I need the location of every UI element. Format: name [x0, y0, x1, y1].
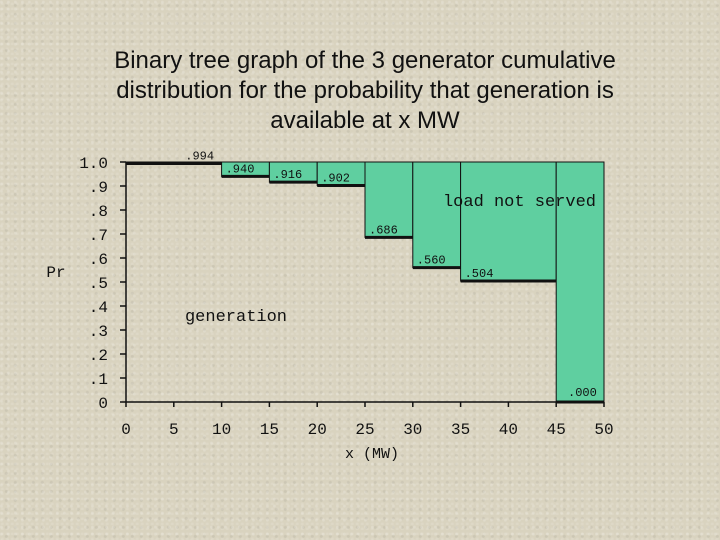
x-axis-label: x (MW) — [345, 446, 399, 463]
shortfall-bar-5 — [412, 161, 462, 269]
shortfall-bar-7 — [555, 161, 605, 403]
value-labels: .994 .940 .916 .902 .686 .560 .504 .000 — [185, 149, 597, 400]
y-axis-label: Pr — [46, 264, 65, 282]
y-tick-label: .5 — [89, 275, 108, 293]
y-tick-label: .4 — [89, 299, 108, 317]
x-tick-label: 0 — [121, 421, 131, 439]
title-line-2: distribution for the probability that ge… — [116, 77, 614, 104]
x-tick-label: 50 — [594, 421, 613, 439]
y-tick-label: .9 — [89, 179, 108, 197]
y-tick-label: 0 — [98, 395, 108, 413]
x-tick-label: 30 — [403, 421, 422, 439]
step-value-label-1: .940 — [226, 162, 255, 176]
x-tick-label: 20 — [308, 421, 327, 439]
title-line-3: available at x MW — [270, 107, 460, 134]
x-tick-label: 25 — [355, 421, 374, 439]
axes: 0 .1 .2 .3 .4 .5 .6 .7 .8 .9 1.0 0 5 10 15 20 25 30 35 40 45… — [79, 155, 613, 439]
y-tick-label: .3 — [89, 323, 108, 341]
load-not-served-label: load not served — [443, 193, 596, 212]
load-not-served-area — [125, 161, 605, 403]
y-tick-label: 1.0 — [79, 155, 108, 173]
title-line-1: Binary tree graph of the 3 generator cum… — [114, 47, 616, 74]
step-value-label-4: .686 — [369, 223, 398, 237]
step-value-label-6: .504 — [465, 267, 494, 281]
step-value-label-5: .560 — [417, 254, 446, 268]
x-tick-label: 35 — [451, 421, 470, 439]
shortfall-bar-6 — [460, 161, 557, 282]
x-tick-label: 5 — [169, 421, 179, 439]
y-tick-label: .6 — [89, 251, 108, 269]
x-tick-label: 40 — [499, 421, 518, 439]
y-tick-label: .7 — [89, 227, 108, 245]
x-tick-label: 45 — [547, 421, 566, 439]
chart-title: Binary tree graph of the 3 generator cum… — [40, 46, 690, 136]
step-value-label-2: .916 — [273, 168, 302, 182]
x-tick-label: 15 — [260, 421, 279, 439]
step-value-label-3: .902 — [321, 172, 350, 186]
step-value-label-7: .000 — [568, 386, 597, 400]
y-tick-label: .8 — [89, 203, 108, 221]
step-value-label-0: .994 — [185, 149, 214, 163]
y-tick-label: .2 — [89, 347, 108, 365]
y-tick-label: .1 — [89, 371, 108, 389]
x-tick-label: 10 — [212, 421, 231, 439]
generation-label: generation — [185, 308, 287, 327]
